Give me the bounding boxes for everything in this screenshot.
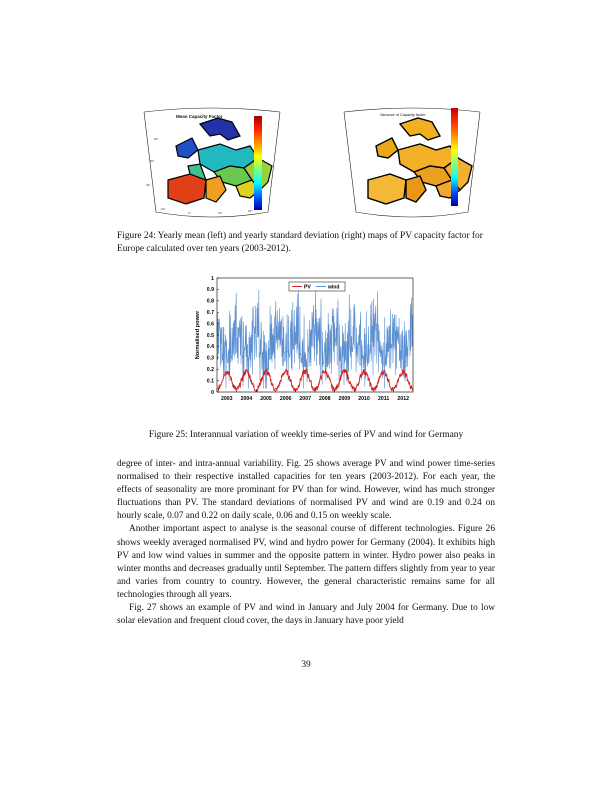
svg-text:40°: 40° — [146, 183, 151, 187]
paragraph-1: degree of inter- and intra-annual variab… — [117, 459, 495, 522]
wind-series-line — [216, 289, 413, 389]
x-tick-label: 2012 — [397, 396, 409, 402]
y-tick-label: 0 — [211, 390, 214, 396]
svg-text:-10°: -10° — [160, 207, 166, 211]
x-tick-label: 2005 — [260, 396, 272, 402]
variance-capacity-map: Variance of Capacity factor — [340, 106, 485, 218]
figure-25-chart: 0 0.1 0.2 0.3 0.4 0.5 0.6 0.7 0.8 0.9 1 2003 2004 200… — [185, 272, 420, 412]
pv-wind-chart-svg: 0 0.1 0.2 0.3 0.4 0.5 0.6 0.7 0.8 0.9 1 2003 2004 200… — [195, 276, 414, 402]
y-tick-label: 0.2 — [207, 367, 214, 373]
figure-24-caption: Figure 24: Yearly mean (left) and yearly… — [117, 231, 483, 254]
y-tick-label: 0.9 — [207, 287, 214, 293]
body-text: degree of inter- and intra-annual variab… — [117, 458, 495, 628]
x-tick-label: 2008 — [319, 396, 331, 402]
variance-map-colorbar — [451, 108, 458, 206]
pv-series-line — [216, 368, 414, 393]
legend-wind-label: wind — [327, 285, 339, 291]
y-tick-label: 0.6 — [207, 321, 214, 327]
y-tick-label: 0.3 — [207, 356, 214, 362]
page-number: 39 — [301, 660, 311, 670]
y-tick-label: 1 — [211, 276, 214, 282]
figure-25-caption: Figure 25: Interannual variation of week… — [148, 430, 464, 440]
legend-pv-label: PV — [304, 285, 311, 291]
y-axis-label: Normalised power — [195, 310, 201, 359]
paragraph-2: Another important aspect to analyse is t… — [117, 524, 495, 600]
svg-text:20°: 20° — [248, 209, 253, 213]
figure-24: 60° 50° 40° -10° 0° 10° 20° Mean Capacity Fac… — [140, 106, 481, 224]
y-tick-label: 0.5 — [207, 333, 214, 339]
mean-map-svg: 60° 50° 40° -10° 0° 10° 20° — [143, 107, 281, 218]
x-tick-label: 2004 — [241, 396, 253, 402]
svg-text:50°: 50° — [150, 159, 155, 163]
svg-text:60°: 60° — [154, 137, 159, 141]
mean-map-title: Mean Capacity Factor — [176, 114, 223, 119]
x-tick-label: 2006 — [280, 396, 292, 402]
x-tick-label: 2010 — [358, 396, 370, 402]
x-tick-label: 2009 — [339, 396, 351, 402]
x-tick-label: 2011 — [378, 396, 389, 402]
mean-map-colorbar — [254, 116, 262, 210]
y-tick-label: 0.1 — [207, 378, 214, 384]
paragraph-3: Fig. 27 shows an example of PV and wind … — [117, 603, 495, 627]
y-tick-label: 0.8 — [207, 299, 214, 305]
mean-capacity-map: 60° 50° 40° -10° 0° 10° 20° Mean Capacity Fac… — [140, 106, 285, 218]
svg-text:0°: 0° — [188, 211, 192, 215]
variance-map-svg — [343, 107, 481, 218]
x-tick-label: 2003 — [221, 396, 233, 402]
y-tick-label: 0.7 — [207, 310, 214, 316]
variance-map-title: Variance of Capacity factor — [380, 113, 426, 117]
svg-text:10°: 10° — [218, 211, 223, 215]
y-tick-label: 0.4 — [207, 344, 214, 350]
x-tick-label: 2007 — [299, 396, 311, 402]
